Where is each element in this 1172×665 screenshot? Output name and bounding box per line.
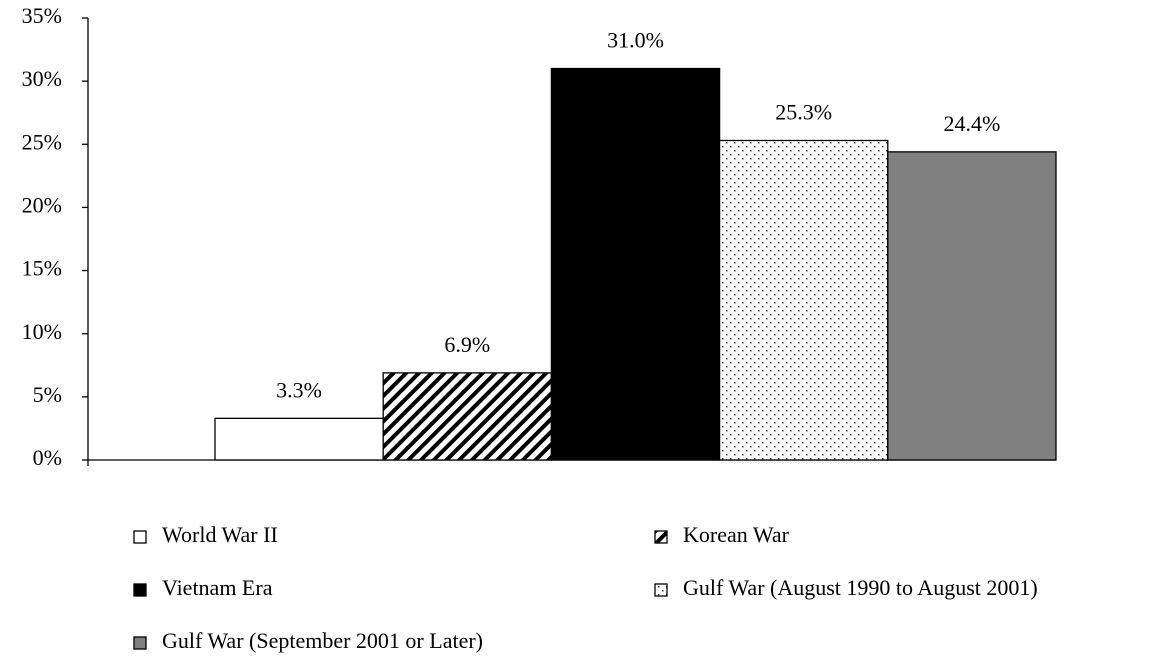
y-tick-label: 5% <box>33 382 62 407</box>
value-label: 6.9% <box>444 332 490 357</box>
y-tick-label: 15% <box>22 256 62 281</box>
legend-label: Gulf War (August 1990 to August 2001) <box>683 575 1038 600</box>
legend-swatch <box>133 636 147 650</box>
legend-label: World War II <box>162 522 278 547</box>
bar <box>718 139 889 461</box>
y-tick-label: 30% <box>22 66 62 91</box>
legend-label: Vietnam Era <box>162 575 273 600</box>
legend-swatch <box>654 583 668 597</box>
y-tick-label: 35% <box>22 3 62 28</box>
bar <box>550 67 721 461</box>
y-tick-label: 10% <box>22 319 62 344</box>
legend-label: Gulf War (September 2001 or Later) <box>162 628 483 653</box>
value-label: 25.3% <box>775 100 832 125</box>
legend-swatch <box>133 530 147 544</box>
legend-swatch <box>133 583 147 597</box>
bar <box>214 417 384 461</box>
bar <box>887 151 1057 461</box>
value-label: 31.0% <box>607 28 664 53</box>
y-tick-label: 0% <box>33 445 62 470</box>
legend-swatch <box>654 530 668 544</box>
value-label: 24.4% <box>943 111 1000 136</box>
y-tick-label: 25% <box>22 129 62 154</box>
bar <box>382 372 553 461</box>
value-label: 3.3% <box>276 377 322 402</box>
y-tick-label: 20% <box>22 192 62 217</box>
legend-label: Korean War <box>683 522 790 547</box>
